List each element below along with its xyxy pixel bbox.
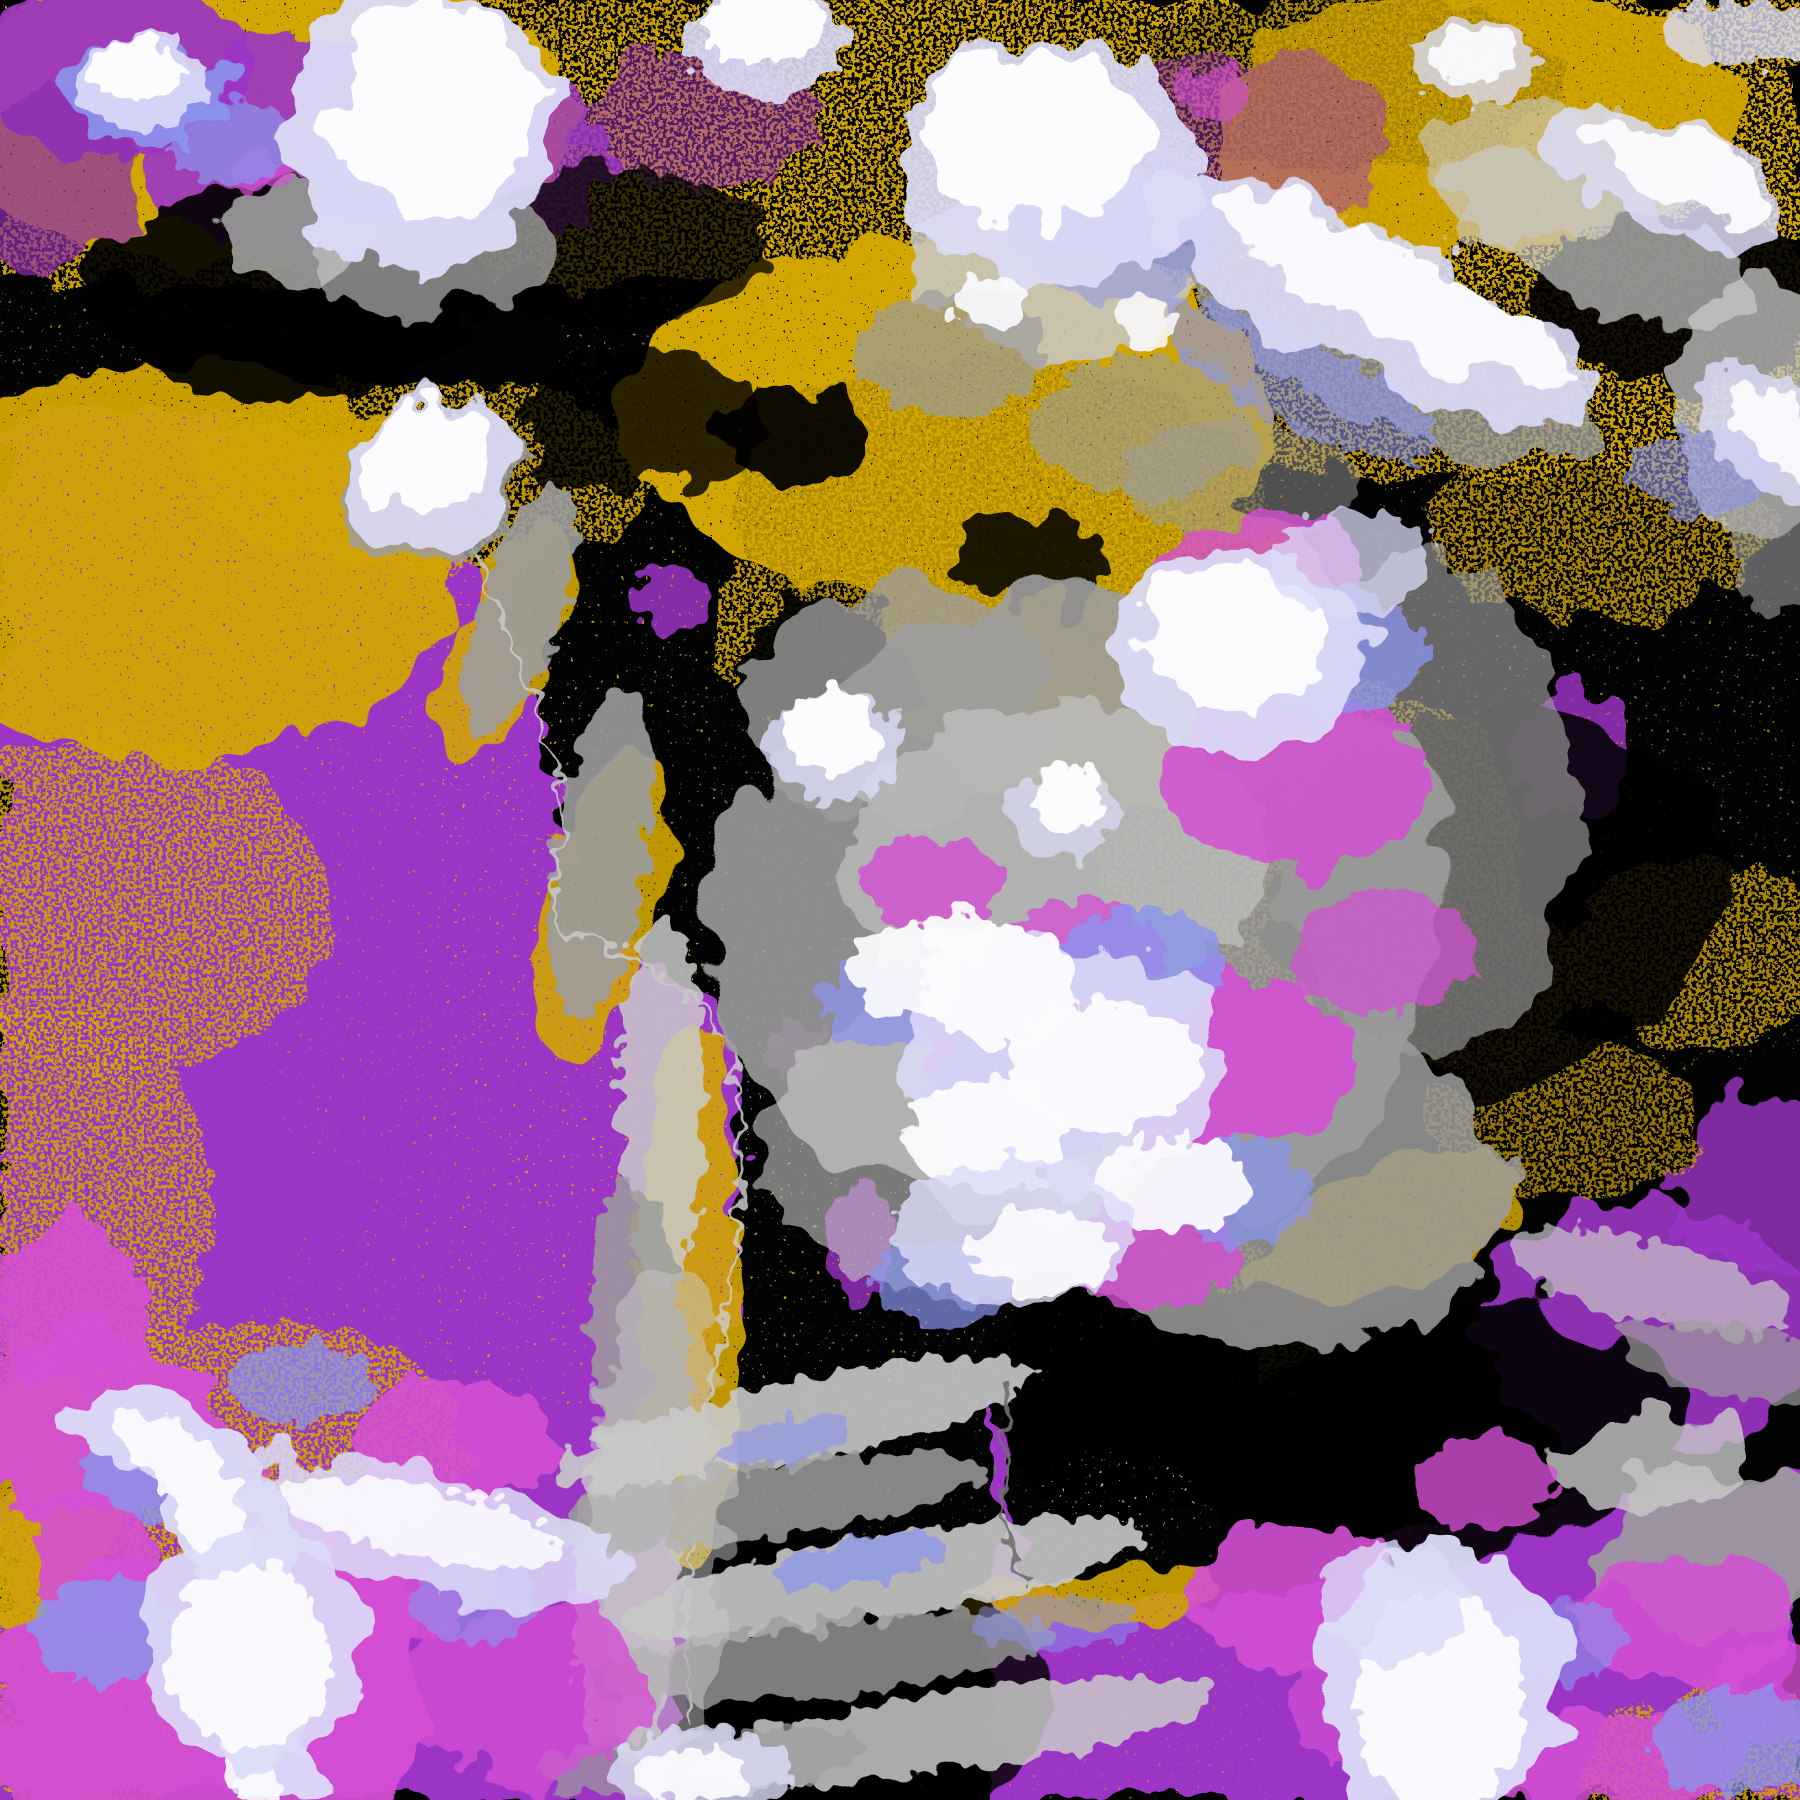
right-edge-cloud-core <box>1730 385 1800 479</box>
amazon-black-hole <box>965 515 1105 605</box>
south-column-fringe <box>1320 1540 1464 1664</box>
northeast-streak-core <box>1593 122 1771 222</box>
south-streak-blue-tint <box>970 1596 1134 1648</box>
center-cloud-core <box>1028 768 1104 834</box>
southwest-magenta <box>0 1225 143 1375</box>
patagonia-gray-specks <box>1037 1460 1207 1544</box>
south-streak-blue-tint <box>711 1417 853 1467</box>
storm-white-cell <box>1096 1135 1248 1237</box>
land-black-gap <box>520 350 760 490</box>
andes-cloud-ridge <box>550 691 654 1019</box>
storm-white-cell <box>970 1210 1114 1294</box>
northeast-streak-core <box>1210 191 1574 393</box>
andes-cloud-ridge <box>462 478 578 738</box>
east-cloud-core <box>1144 564 1328 708</box>
storm-white-cell <box>1010 1000 1202 1132</box>
storm-white-cell <box>926 925 1078 1047</box>
southeast-magenta <box>1410 1436 1554 1528</box>
northwest-cloud-core <box>330 2 534 214</box>
southeast-gray-mass <box>1557 1410 1747 1514</box>
southeast-gray-streak <box>1618 1320 1800 1404</box>
north-cloud-core <box>700 0 824 64</box>
topleft-deep-purple <box>0 90 135 270</box>
north-cloud-speck <box>1116 296 1176 344</box>
north-big-cloud-core <box>920 54 1144 226</box>
north-cumulus-field <box>1120 420 1360 540</box>
topleft-blue-cloud <box>170 100 294 184</box>
storm-white-cell <box>850 925 962 1017</box>
topleft-small-cloud-core <box>90 40 182 100</box>
south-streak-blue-tint <box>771 1535 953 1589</box>
east-cloud-fringe <box>1270 510 1434 614</box>
amazon-black-hole <box>725 380 875 484</box>
southwest-blob-core <box>166 1564 330 1748</box>
storm-magenta <box>1293 890 1477 1014</box>
southwest-blue-fringe <box>230 1340 374 1424</box>
storm-magenta <box>860 837 1004 927</box>
patagonia-coastline <box>999 1383 1033 1589</box>
southwest-band-core <box>282 1476 562 1568</box>
north-black-patch <box>470 170 770 330</box>
north-cloud-speck <box>954 272 1026 328</box>
north-magenta-speck <box>1170 66 1254 118</box>
southeast-blue-patch <box>1650 1690 1800 1794</box>
northeast-streak-blue <box>1162 301 1438 463</box>
center-cloud-core <box>782 689 878 773</box>
northeast-corner-cloud <box>1660 0 1800 64</box>
white-clouds <box>58 0 1800 1800</box>
southwest-magenta <box>397 1600 647 1784</box>
northeast-small-cloud-core <box>1435 30 1519 82</box>
southwest-blue-fringe <box>30 1580 174 1684</box>
coast-cloud-core <box>363 400 487 512</box>
southeast-gray-streak <box>1511 1226 1793 1338</box>
atlantic-purple-east <box>1667 1100 1800 1270</box>
south-small-cloud-core <box>636 1750 748 1800</box>
